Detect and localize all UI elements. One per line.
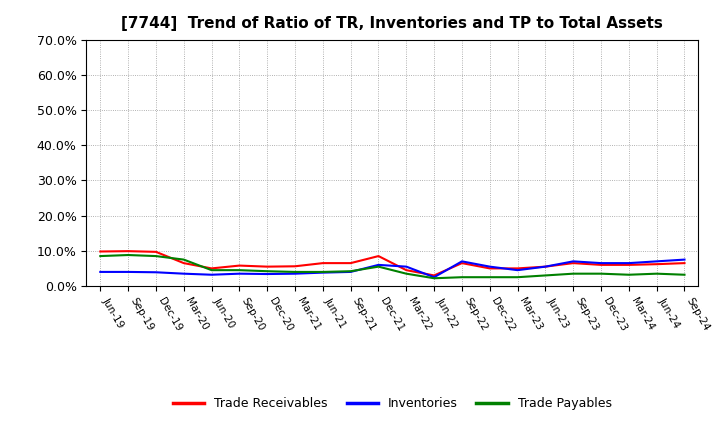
Trade Receivables [207,266,216,271]
Trade Payables [485,275,494,280]
Trade Payables [597,271,606,276]
Trade Payables [152,253,161,259]
Inventories [569,259,577,264]
Trade Receivables [569,260,577,266]
Inventories [458,259,467,264]
Trade Payables [124,253,132,258]
Trade Payables [680,272,689,277]
Trade Payables [374,264,383,269]
Line: Inventories: Inventories [100,260,685,277]
Trade Payables [207,268,216,273]
Inventories [152,270,161,275]
Inventories [291,271,300,276]
Line: Trade Payables: Trade Payables [100,255,685,278]
Trade Payables [96,253,104,259]
Inventories [207,272,216,277]
Legend: Trade Receivables, Inventories, Trade Payables: Trade Receivables, Inventories, Trade Pa… [168,392,617,415]
Trade Receivables [96,249,104,254]
Trade Receivables [597,262,606,268]
Trade Receivables [291,264,300,269]
Trade Receivables [179,260,188,266]
Inventories [652,259,661,264]
Trade Payables [235,268,243,273]
Inventories [541,264,550,269]
Trade Receivables [318,260,327,266]
Trade Payables [179,257,188,262]
Trade Payables [541,273,550,278]
Trade Receivables [263,264,271,269]
Inventories [680,257,689,262]
Trade Receivables [346,260,355,266]
Inventories [513,268,522,273]
Inventories [624,260,633,266]
Inventories [96,269,104,275]
Trade Payables [318,269,327,275]
Inventories [430,275,438,280]
Trade Receivables [485,266,494,271]
Trade Receivables [430,273,438,278]
Trade Receivables [624,262,633,268]
Trade Payables [513,275,522,280]
Inventories [318,270,327,275]
Trade Receivables [541,264,550,269]
Line: Trade Receivables: Trade Receivables [100,251,685,275]
Trade Payables [569,271,577,276]
Inventories [346,269,355,275]
Trade Receivables [152,249,161,254]
Trade Receivables [513,266,522,271]
Trade Payables [430,275,438,281]
Inventories [235,271,243,276]
Trade Payables [402,271,410,276]
Trade Payables [652,271,661,276]
Trade Receivables [458,260,467,266]
Trade Receivables [680,260,689,266]
Inventories [124,269,132,275]
Inventories [263,271,271,277]
Inventories [485,264,494,269]
Trade Payables [291,269,300,275]
Trade Receivables [402,268,410,273]
Inventories [402,264,410,269]
Trade Payables [346,268,355,274]
Title: [7744]  Trend of Ratio of TR, Inventories and TP to Total Assets: [7744] Trend of Ratio of TR, Inventories… [122,16,663,32]
Inventories [597,260,606,266]
Trade Receivables [124,249,132,254]
Inventories [179,271,188,276]
Trade Receivables [374,253,383,259]
Trade Receivables [652,261,661,267]
Trade Payables [458,275,467,280]
Inventories [374,262,383,268]
Trade Payables [624,272,633,277]
Trade Receivables [235,263,243,268]
Trade Payables [263,268,271,274]
